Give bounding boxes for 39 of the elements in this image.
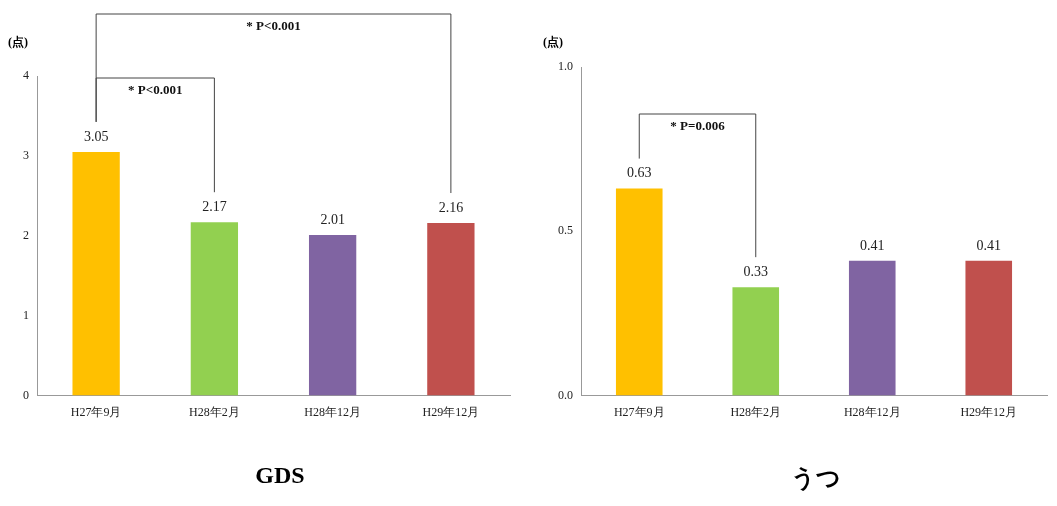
bar [308,235,357,396]
annotation: * P=0.006 [670,117,726,133]
y-axis-title: (点) [543,34,563,51]
text: うつ [790,464,842,493]
y-tick-label: 2 [23,227,29,242]
bar [190,222,239,396]
x-tick-label: H27年9月 [613,404,665,419]
data-label: 0.63 [627,165,652,181]
data-label: 0.41 [860,237,885,253]
y-tick-label: 1.0 [558,59,573,74]
text: GDS [254,462,306,489]
x-tick-label: H29年12月 [960,404,1018,419]
y-tick-label: 3 [23,148,29,163]
y-tick-label: 1 [23,307,29,322]
x-tick-label: H29年12月 [422,404,480,419]
x-tick-label: H28年2月 [189,404,240,419]
y-tick-label: 4 [23,68,29,83]
y-tick-label: 0.5 [558,223,573,238]
data-label: 2.17 [202,198,227,214]
x-tick-label: H27年9月 [70,404,122,419]
data-label: 2.16 [438,199,464,215]
y-axis-title: (点) [8,34,28,51]
x-tick-label: H28年12月 [304,404,361,419]
data-label: 0.41 [976,237,1001,253]
bar [732,287,780,396]
bar [965,260,1013,396]
annotation: * P<0.001 [128,81,183,97]
bar [72,151,120,396]
bar [427,223,475,396]
data-label: 3.05 [83,128,109,144]
x-tick-label: H28年12月 [843,404,901,419]
data-label: 2.01 [320,211,345,227]
x-tick-label: H28年2月 [730,404,782,419]
text: * P<0.001 [246,17,301,33]
y-tick-label: 0.0 [558,387,573,402]
data-label: 0.33 [743,263,768,279]
bar [615,188,663,396]
y-tick-label: 0 [23,387,29,402]
bar [848,260,896,396]
